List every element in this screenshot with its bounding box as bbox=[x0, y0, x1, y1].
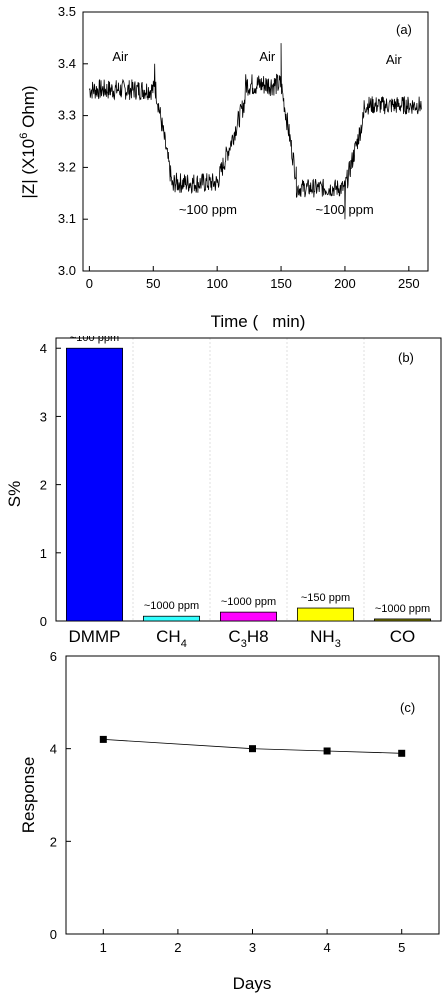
y-tick-label: 4 bbox=[50, 742, 57, 757]
impedance-annotations: Air Air Air ~100 ppm ~100 ppm bbox=[112, 49, 402, 217]
x-tick-label: 2 bbox=[174, 940, 181, 955]
response-series-points bbox=[99, 735, 406, 757]
sensitivity-axis-ticks: 0 1 2 3 4 bbox=[40, 341, 61, 629]
y-tick-label: 6 bbox=[50, 652, 57, 664]
impedance-annotation: ~100 ppm bbox=[179, 202, 237, 217]
sensitivity-bar bbox=[142, 615, 201, 622]
response-y-axis-title: Response bbox=[19, 757, 38, 834]
y-tick-label: 3 bbox=[40, 409, 47, 424]
response-panel-tag: (c) bbox=[400, 700, 415, 715]
y-tick-label: 2 bbox=[40, 478, 47, 493]
bar-concentration-label: ~1000 ppm bbox=[144, 600, 199, 612]
x-tick-label: 200 bbox=[334, 276, 356, 291]
bar-concentration-label: ~100 ppm bbox=[70, 336, 119, 344]
bar-concentration-label: ~150 ppm bbox=[301, 592, 350, 604]
y-tick-label: 4 bbox=[40, 341, 47, 356]
x-tick-label: 5 bbox=[398, 940, 405, 955]
response-axis-ticks: 1 2 3 4 5 0 2 4 6 bbox=[50, 652, 406, 955]
category-label: CO bbox=[390, 627, 416, 646]
impedance-axis-ticks: 0 50 100 150 200 250 3.0 3.1 3.2 3.3 3.4 3.5 bbox=[58, 4, 420, 291]
impedance-plot-frame bbox=[82, 11, 429, 272]
y-tick-label: 3.2 bbox=[58, 159, 76, 174]
sensitivity-bar bbox=[373, 618, 432, 622]
category-label: NH3 bbox=[310, 627, 341, 650]
sensitivity-bar-chart: ~100 ppm ~1000 ppm ~1000 ppm ~150 ppm ~1000 … bbox=[5, 336, 442, 650]
response-point bbox=[398, 749, 406, 757]
x-tick-label: 1 bbox=[100, 940, 107, 955]
response-plot-frame bbox=[65, 655, 440, 935]
impedance-trace bbox=[89, 43, 422, 220]
impedance-y-axis-title: |Z| (X106 Ohm) bbox=[18, 85, 38, 198]
impedance-panel-tag: (a) bbox=[396, 22, 412, 37]
x-tick-label: 100 bbox=[206, 276, 228, 291]
x-tick-label: 4 bbox=[323, 940, 330, 955]
impedance-annotation: Air bbox=[386, 52, 403, 67]
response-stability-chart: 1 2 3 4 5 0 2 4 6 (c) Days Response bbox=[19, 652, 440, 993]
x-tick-label: 250 bbox=[398, 276, 420, 291]
impedance-annotation: Air bbox=[259, 49, 276, 64]
y-tick-label: 3.0 bbox=[58, 263, 76, 278]
y-tick-label: 3.5 bbox=[58, 4, 76, 19]
impedance-y-axis-title-sup: 6 bbox=[18, 133, 30, 139]
y-tick-label: 3.3 bbox=[58, 108, 76, 123]
sensitivity-grid bbox=[132, 338, 365, 621]
impedance-annotation: ~100 ppm bbox=[316, 202, 374, 217]
bar-concentration-label: ~1000 ppm bbox=[221, 596, 276, 608]
response-point bbox=[249, 745, 256, 753]
response-series-line bbox=[103, 739, 402, 754]
y-tick-label: 1 bbox=[40, 546, 47, 561]
response-point bbox=[99, 735, 107, 743]
sensitivity-panel-tag: (b) bbox=[398, 350, 414, 365]
x-tick-label: 3 bbox=[249, 940, 256, 955]
impedance-y-axis-title-tail: Ohm) bbox=[19, 85, 38, 132]
impedance-y-axis-title-main: |Z| (X10 bbox=[19, 139, 38, 199]
sensitivity-category-labels: DMMP CH4 C3H8 NH3 CO bbox=[69, 627, 416, 650]
impedance-x-axis-title: Time ( min) bbox=[211, 312, 306, 331]
y-tick-label: 3.1 bbox=[58, 211, 76, 226]
y-tick-label: 3.4 bbox=[58, 56, 76, 71]
sensitivity-bar bbox=[219, 611, 278, 622]
x-tick-label: 50 bbox=[146, 276, 160, 291]
y-tick-label: 2 bbox=[50, 834, 57, 849]
sensitivity-y-axis-title: S% bbox=[5, 481, 24, 507]
sensitivity-bar bbox=[65, 347, 124, 622]
category-label: CH4 bbox=[156, 627, 187, 650]
impedance-annotation: Air bbox=[112, 49, 129, 64]
y-tick-label: 0 bbox=[50, 927, 57, 942]
x-tick-label: 150 bbox=[270, 276, 292, 291]
category-label: C3H8 bbox=[228, 627, 268, 650]
response-point bbox=[323, 747, 331, 755]
x-tick-label: 0 bbox=[86, 276, 93, 291]
category-label: DMMP bbox=[69, 627, 121, 646]
y-tick-label: 0 bbox=[40, 614, 47, 629]
sensitivity-bar bbox=[296, 607, 355, 622]
sensitivity-bars: ~100 ppm ~1000 ppm ~1000 ppm ~150 ppm ~1000 … bbox=[65, 336, 432, 622]
response-x-axis-title: Days bbox=[233, 974, 272, 993]
bar-concentration-label: ~1000 ppm bbox=[375, 603, 430, 615]
